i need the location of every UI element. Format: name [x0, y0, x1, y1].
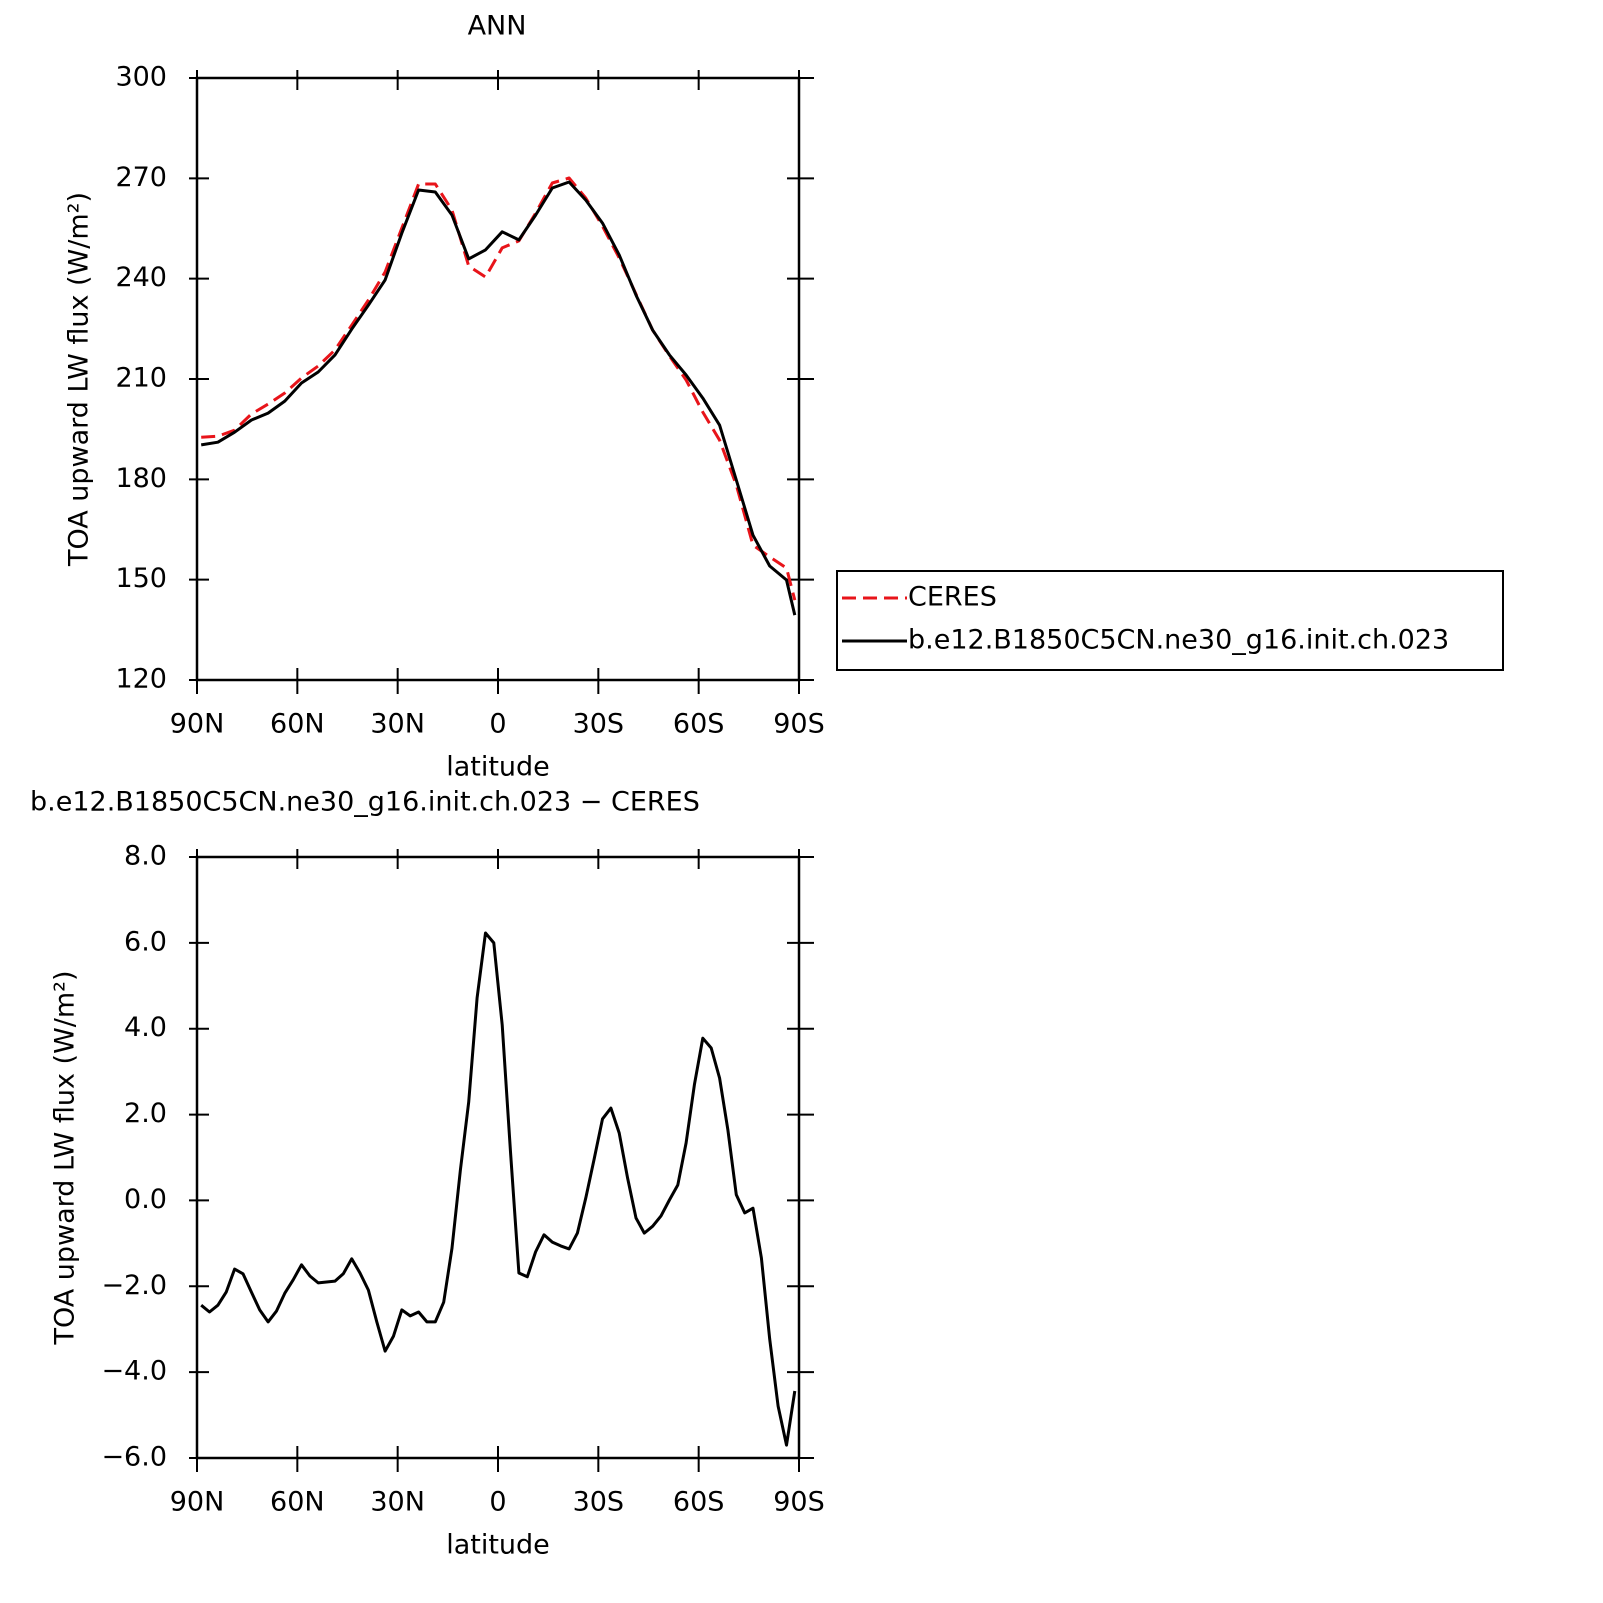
x-tick-label: 60N — [270, 1487, 325, 1518]
data-line — [200, 931, 797, 1447]
legend-label: CERES — [908, 582, 997, 613]
x-tick-label: 90S — [773, 709, 825, 740]
chart-title: b.e12.B1850C5CN.ne30_g16.init.ch.023 − C… — [30, 787, 700, 818]
y-tick-label: 120 — [115, 664, 167, 695]
y-tick-label: 270 — [115, 162, 167, 193]
y-tick-label: 240 — [115, 262, 167, 293]
y-tick-label: 2.0 — [124, 1098, 167, 1129]
x-tick-label: 60S — [673, 1487, 725, 1518]
x-tick-label: 0 — [489, 1487, 506, 1518]
x-axis-label: latitude — [446, 1530, 550, 1561]
x-tick-label: 30N — [370, 1487, 425, 1518]
x-axis-label: latitude — [446, 752, 550, 783]
y-tick-label: 8.0 — [124, 841, 167, 872]
x-tick-label: 0 — [489, 709, 506, 740]
chart-title: ANN — [468, 11, 527, 42]
y-tick-label: 210 — [115, 363, 167, 394]
x-tick-label: 90S — [773, 1487, 825, 1518]
y-tick-label: 180 — [115, 463, 167, 494]
y-tick-label: −2.0 — [101, 1270, 167, 1301]
y-tick-label: 6.0 — [124, 926, 167, 957]
y-tick-label: 300 — [115, 62, 167, 93]
plot-frame — [195, 76, 801, 682]
y-tick-label: 4.0 — [124, 1012, 167, 1043]
y-tick-label: −4.0 — [101, 1356, 167, 1387]
x-tick-label: 30N — [370, 709, 425, 740]
data-line — [201, 176, 797, 601]
x-tick-label: 60N — [270, 709, 325, 740]
y-axis-label: TOA upward LW flux (W/m²) — [50, 970, 81, 1345]
x-tick-label: 60S — [673, 709, 725, 740]
y-tick-label: 150 — [115, 563, 167, 594]
x-tick-label: 30S — [573, 1487, 625, 1518]
y-axis-label: TOA upward LW flux (W/m²) — [64, 192, 95, 567]
data-line — [200, 180, 797, 616]
legend-box — [836, 570, 1504, 671]
legend-label: b.e12.B1850C5CN.ne30_g16.init.ch.023 — [908, 625, 1449, 656]
x-tick-label: 90N — [170, 1487, 225, 1518]
plot-frame — [195, 855, 801, 1460]
x-tick-label: 90N — [170, 709, 225, 740]
x-tick-label: 30S — [573, 709, 625, 740]
y-tick-label: −6.0 — [101, 1442, 167, 1473]
y-tick-label: 0.0 — [124, 1184, 167, 1215]
